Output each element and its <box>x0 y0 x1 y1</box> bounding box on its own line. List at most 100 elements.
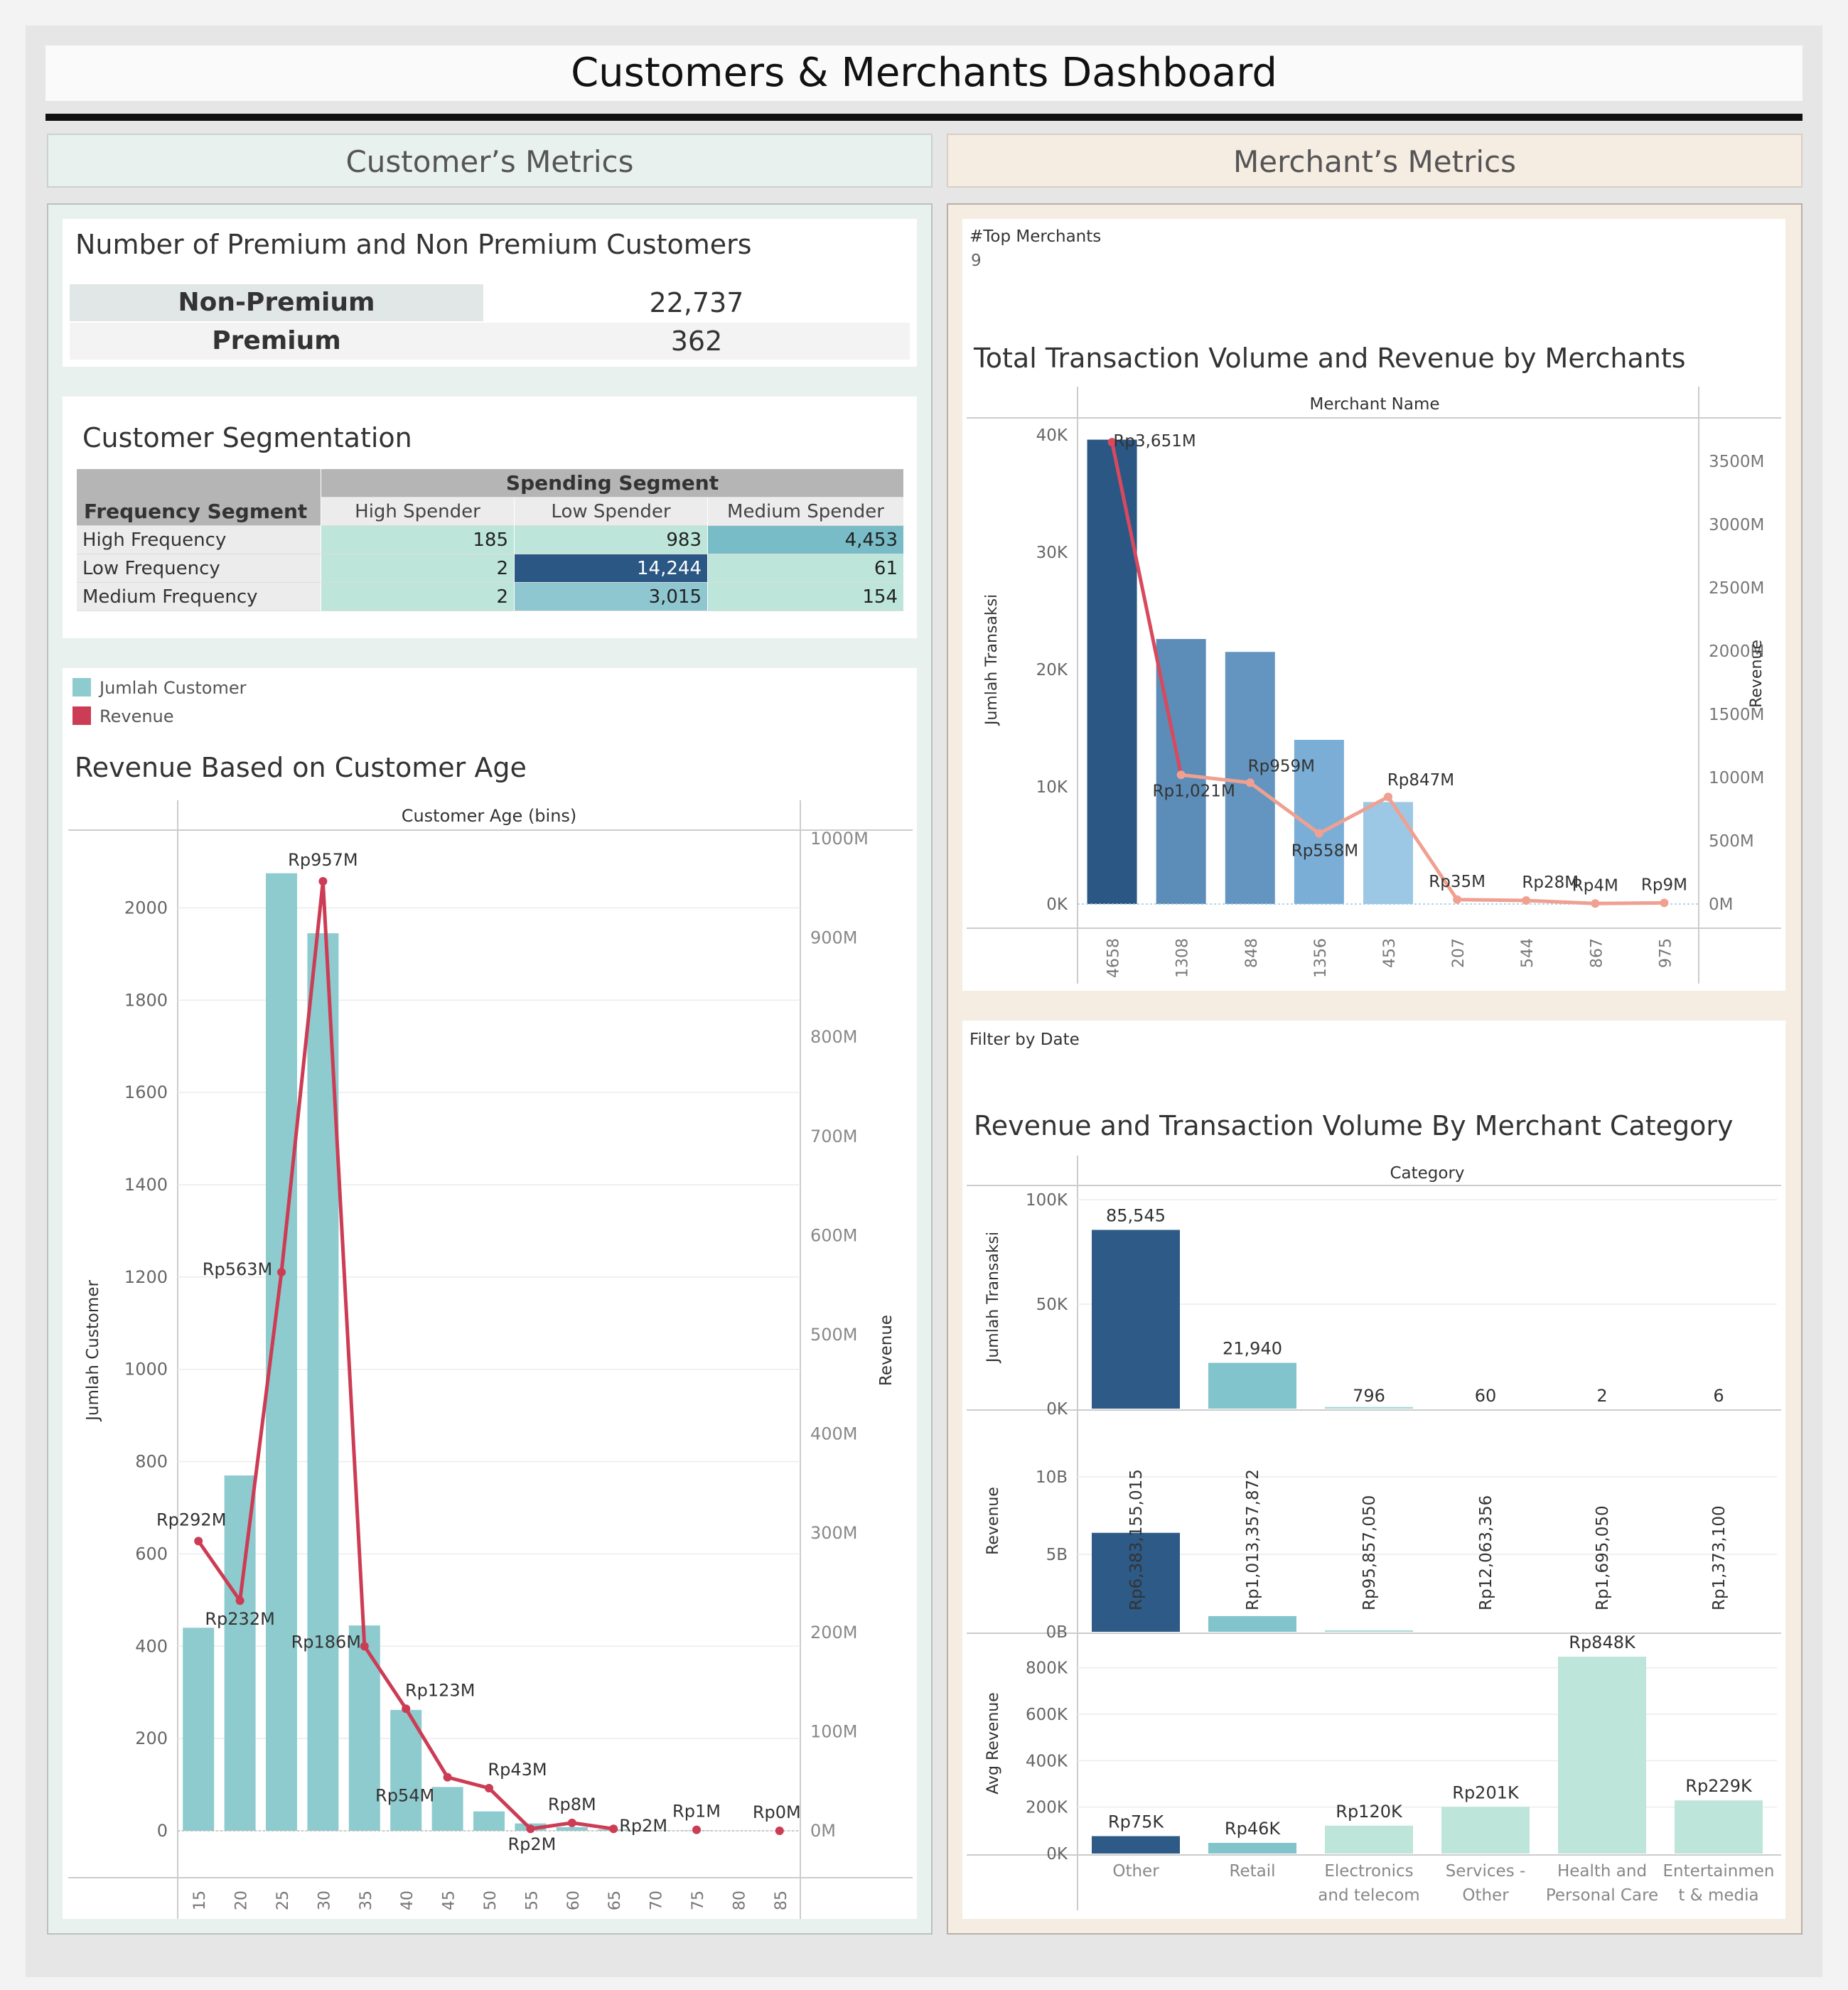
y-tick-label: 400 <box>135 1636 168 1656</box>
revenue-label: Rp4M <box>1572 876 1618 895</box>
revenue-label: Rp1,021M <box>1153 782 1235 800</box>
title-divider <box>45 114 1803 121</box>
y-tick-label: 0B <box>1046 1623 1068 1642</box>
customer-bar <box>183 1628 215 1831</box>
row-header: High Frequency <box>77 526 321 554</box>
y2-tick-label: 800M <box>810 1027 858 1047</box>
category-bar <box>1325 1630 1413 1632</box>
y-tick-label: 1200 <box>124 1267 168 1287</box>
value-label: Rp201K <box>1452 1782 1520 1802</box>
revenue-label: Rp8M <box>548 1795 596 1814</box>
age-chart-card: Jumlah Customer Revenue Revenue Based on… <box>63 668 917 1919</box>
y2-tick-label: 700M <box>810 1126 858 1146</box>
revenue-point <box>1522 896 1531 905</box>
transaction-bar <box>1363 802 1413 904</box>
x-tick-label: Health and <box>1557 1862 1647 1881</box>
customer-bar <box>473 1811 505 1831</box>
revenue-point <box>1176 770 1186 780</box>
row-header: Low Frequency <box>77 554 321 583</box>
top-merchants-filter-value[interactable]: 9 <box>971 252 982 270</box>
x-tick-label: 35 <box>358 1890 375 1910</box>
merchant-chart-title: Total Transaction Volume and Revenue by … <box>974 343 1686 374</box>
y-tick-label: 0K <box>1046 1400 1068 1419</box>
revenue-line-top <box>1110 441 1183 775</box>
x-tick-label: Other <box>1112 1862 1159 1881</box>
y-axis-label: Jumlah Transaksi <box>983 594 1001 726</box>
x-tick-label: Entertainmen <box>1663 1862 1775 1881</box>
segmentation-card: Customer Segmentation Frequency Segment S… <box>63 397 917 638</box>
x-tick-label: 45 <box>441 1890 458 1910</box>
revenue-label: Rp6,383,155,015 <box>1127 1469 1146 1610</box>
premium-title: Number of Premium and Non Premium Custom… <box>75 229 752 260</box>
y-axis-label: Avg Revenue <box>984 1692 1002 1795</box>
revenue-label: Rp3,651M <box>1113 432 1196 451</box>
category-bar <box>1325 1825 1413 1854</box>
x-tick-label: 80 <box>731 1890 748 1910</box>
value-label: Rp75K <box>1108 1812 1164 1832</box>
non-premium-value: 22,737 <box>649 287 744 318</box>
revenue-point <box>1591 899 1600 908</box>
merchant-metrics-header: Merchant’s Metrics <box>947 134 1803 188</box>
revenue-point <box>609 1824 618 1834</box>
revenue-label: Rp558M <box>1291 842 1358 861</box>
revenue-point <box>692 1825 701 1834</box>
customer-bar <box>556 1827 588 1831</box>
revenue-label: Rp35M <box>1429 873 1486 891</box>
merchants-card: #Top Merchants 9 Total Transaction Volum… <box>962 219 1785 991</box>
value-label: 2 <box>1596 1386 1607 1406</box>
x-tick-label: 20 <box>233 1890 251 1910</box>
category-bar <box>1675 1800 1763 1854</box>
revenue-point <box>775 1827 784 1835</box>
revenue-label: Rp1M <box>672 1802 721 1822</box>
revenue-label: Rp43M <box>488 1760 547 1780</box>
x-tick-label: 848 <box>1243 938 1261 968</box>
value-label: 85,545 <box>1106 1205 1166 1225</box>
x-tick-label: 25 <box>274 1890 292 1910</box>
y-tick-label: 200 <box>135 1728 168 1748</box>
revenue-point <box>318 877 328 886</box>
y-tick-label: 600 <box>135 1544 168 1564</box>
category-bar <box>1441 1807 1530 1854</box>
age-chart: Customer Age (bins) 0 200 400 600 800 1000 1200… <box>68 800 913 1919</box>
y-tick-label: 10K <box>1036 778 1068 797</box>
y2-tick-label: 400M <box>810 1424 858 1444</box>
x-tick-label: 1308 <box>1174 938 1192 978</box>
revenue-label: Rp1,695,050 <box>1594 1505 1612 1610</box>
x-tick-label: 453 <box>1381 938 1399 968</box>
value-label: Rp229K <box>1685 1776 1753 1796</box>
x-tick-label: 1356 <box>1312 938 1330 978</box>
revenue-point <box>485 1783 493 1792</box>
revenue-point <box>1245 778 1255 787</box>
spending-segment-header: Spending Segment <box>321 469 904 498</box>
legend-swatch-revenue <box>72 706 91 725</box>
revenue-label: Rp1,373,100 <box>1710 1505 1729 1610</box>
segment-cell: 983 <box>515 526 708 554</box>
x-tick-label: 867 <box>1588 938 1606 968</box>
customer-bar <box>224 1475 256 1831</box>
frequency-segment-header: Frequency Segment <box>84 500 308 523</box>
premium-row <box>70 323 910 360</box>
customer-bar <box>639 1830 671 1831</box>
x-tick-label: 975 <box>1657 938 1675 968</box>
y2-tick-label: 0M <box>1709 896 1733 914</box>
revenue-label: Rp54M <box>375 1786 434 1806</box>
segmentation-title: Customer Segmentation <box>82 422 412 453</box>
x-header: Category <box>1390 1164 1464 1183</box>
segment-cell: 4,453 <box>708 526 904 554</box>
category-chart: Category 0K 50K 100K Jumlah Transaksi 85,545 2… <box>967 1156 1781 1910</box>
y-tick-label: 0K <box>1046 896 1068 914</box>
filter-by-date[interactable]: Filter by Date <box>969 1031 1080 1049</box>
revenue-point <box>1453 895 1462 904</box>
x-tick-label: 207 <box>1450 938 1468 968</box>
revenue-label: Rp563M <box>203 1259 272 1279</box>
y2-tick-label: 300M <box>810 1523 858 1543</box>
x-tick-label: 544 <box>1519 938 1537 968</box>
y2-tick-label: 2000M <box>1709 642 1764 661</box>
transaction-bar <box>1087 439 1137 904</box>
y-tick-label: 100K <box>1026 1191 1068 1210</box>
premium-value: 362 <box>670 326 723 357</box>
x-tick-label: Electronics <box>1324 1862 1413 1881</box>
y2-tick-label: 100M <box>810 1721 858 1741</box>
non-premium-label: Non-Premium <box>70 284 483 321</box>
revenue-label: Rp123M <box>405 1680 475 1700</box>
